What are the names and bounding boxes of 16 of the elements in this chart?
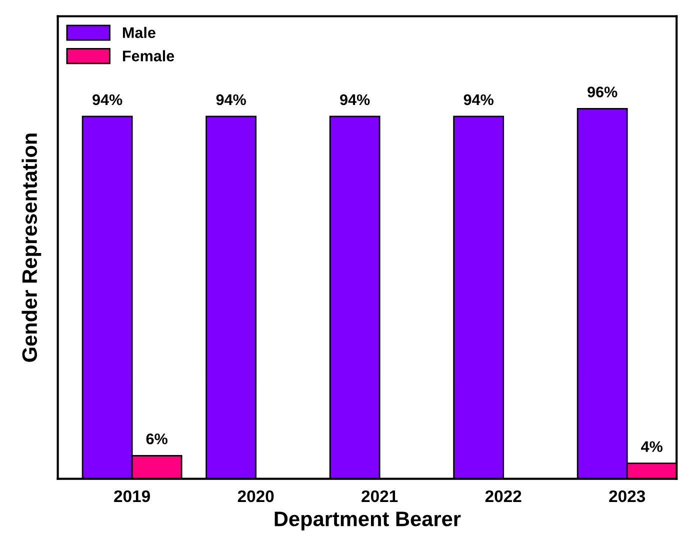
y-axis-title: Gender Representation xyxy=(22,134,42,362)
data-label: 4% xyxy=(641,441,662,452)
data-label: 6% xyxy=(146,433,168,444)
legend-label: Male xyxy=(122,26,156,38)
x-tick-label: 2022 xyxy=(485,490,522,502)
data-label: 94% xyxy=(216,94,246,106)
x-axis-title: Department Bearer xyxy=(274,512,461,530)
data-label: 96% xyxy=(588,86,618,98)
x-tick-label: 2020 xyxy=(238,490,274,502)
data-label: 94% xyxy=(464,94,494,106)
x-tick-label: 2019 xyxy=(114,490,150,502)
legend-label: Female xyxy=(122,50,174,62)
x-tick-label: 2021 xyxy=(362,490,398,502)
data-label: 94% xyxy=(92,94,122,106)
x-tick-label: 2023 xyxy=(609,490,646,502)
data-label: 94% xyxy=(340,94,370,106)
